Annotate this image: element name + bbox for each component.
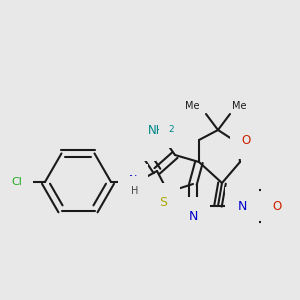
Text: H: H xyxy=(131,186,139,196)
Text: O: O xyxy=(242,134,250,148)
Text: O: O xyxy=(272,200,282,212)
Text: N: N xyxy=(237,200,247,212)
Text: 2: 2 xyxy=(168,125,174,134)
Text: Me: Me xyxy=(232,101,247,111)
Text: Cl: Cl xyxy=(11,177,22,187)
Text: Me: Me xyxy=(185,101,200,111)
Text: O: O xyxy=(135,136,145,149)
Text: N: N xyxy=(129,175,137,185)
Text: S: S xyxy=(159,196,167,208)
Text: N: N xyxy=(188,209,198,223)
Text: NH: NH xyxy=(148,124,166,136)
